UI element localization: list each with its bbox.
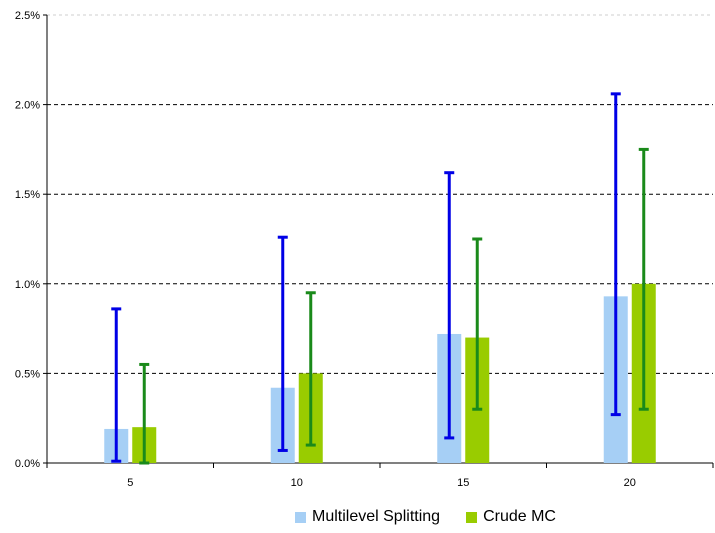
legend-label-multilevel: Multilevel Splitting: [312, 508, 441, 525]
y-tick-label: 2.5%: [15, 10, 40, 22]
x-tick-label: 10: [291, 477, 303, 489]
legend-label-crude-mc: Crude MC: [483, 508, 556, 525]
y-tick-label: 0.0%: [15, 458, 40, 470]
x-tick-label: 20: [624, 477, 636, 489]
error-bars: [111, 92, 649, 465]
x-axis-ticks: 5 10 15 20: [46, 463, 714, 489]
y-tick-label: 1.0%: [15, 279, 40, 291]
x-tick-label: 5: [127, 477, 133, 489]
legend: Multilevel Splitting Crude MC: [295, 508, 582, 526]
y-tick-label: 0.5%: [15, 368, 40, 380]
grid-lines: [47, 14, 713, 374]
y-axis-ticks: 0.0% 0.5% 1.0% 1.5% 2.0% 2.5%: [15, 10, 47, 470]
legend-item-multilevel: Multilevel Splitting: [295, 508, 440, 526]
legend-swatch-multilevel: [295, 511, 306, 523]
legend-swatch-crude-mc: [466, 511, 478, 523]
y-tick-label: 1.5%: [15, 189, 40, 201]
x-tick-label: 15: [457, 477, 469, 489]
legend-item-crude-mc: Crude MC: [466, 508, 556, 526]
y-tick-label: 2.0%: [15, 100, 40, 112]
